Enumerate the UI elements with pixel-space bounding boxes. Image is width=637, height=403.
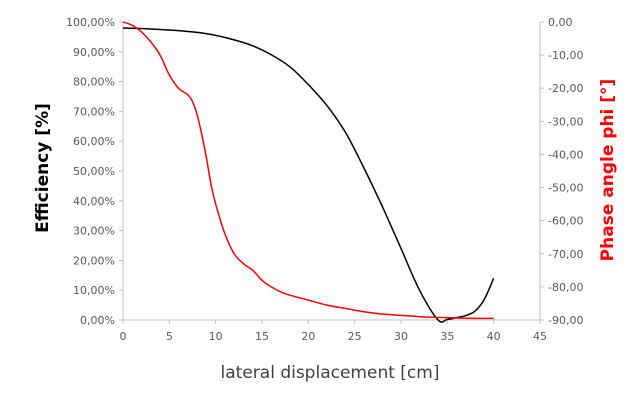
y-tick-label-left: 40,00% [73,195,115,208]
y-tick-label-right: -30,00 [548,115,583,128]
y-tick-label-left: 90,00% [73,46,115,59]
y-tick-label-left: 60,00% [73,135,115,148]
y-axis-title-left: Efficiency [%] [33,103,53,233]
y-tick-label-right: -40,00 [548,148,583,161]
y-tick-label-right: -50,00 [548,182,583,195]
series-line-phase [122,21,494,320]
y-tick-label-left: 100,00% [66,16,115,29]
y-tick-label-left: 30,00% [73,225,115,238]
x-tick-label: 10 [209,330,223,343]
x-tick-label: 20 [301,330,315,343]
x-tick-label: 5 [166,330,173,343]
x-tick-label: 25 [348,330,362,343]
series-line-efficiency [122,27,495,323]
x-axis-title: lateral displacement [cm] [221,363,440,383]
y-tick-label-right: -10,00 [548,49,583,62]
ticks-layer: 0,00% 10,00% 20,00% 30,00% 40,00% 50,00% 60,00… [66,16,583,343]
y-tick-label-left: 20,00% [73,254,115,267]
y-tick-label-right: 0,00 [548,16,573,29]
y-tick-label-right: -80,00 [548,281,583,294]
x-tick-label: 30 [394,330,408,343]
y-tick-label-left: 70,00% [73,105,115,118]
axes-layer [122,22,541,321]
series-layer [122,21,495,323]
x-tick-label: 15 [255,330,269,343]
y-tick-label-right: -20,00 [548,82,583,95]
x-tick-label: 35 [440,330,454,343]
x-tick-label: 45 [533,330,547,343]
x-tick-label: 40 [487,330,501,343]
y-tick-label-left: 80,00% [73,76,115,89]
y-tick-label-left: 50,00% [73,165,115,178]
y-tick-label-right: -90,00 [548,314,583,327]
y-tick-label-left: 0,00% [80,314,115,327]
x-tick-label: 0 [120,330,127,343]
y-tick-label-left: 10,00% [73,284,115,297]
y-tick-label-right: -70,00 [548,248,583,261]
y-axis-title-right: Phase angle phi [°] [598,79,618,262]
y-tick-label-right: -60,00 [548,215,583,228]
